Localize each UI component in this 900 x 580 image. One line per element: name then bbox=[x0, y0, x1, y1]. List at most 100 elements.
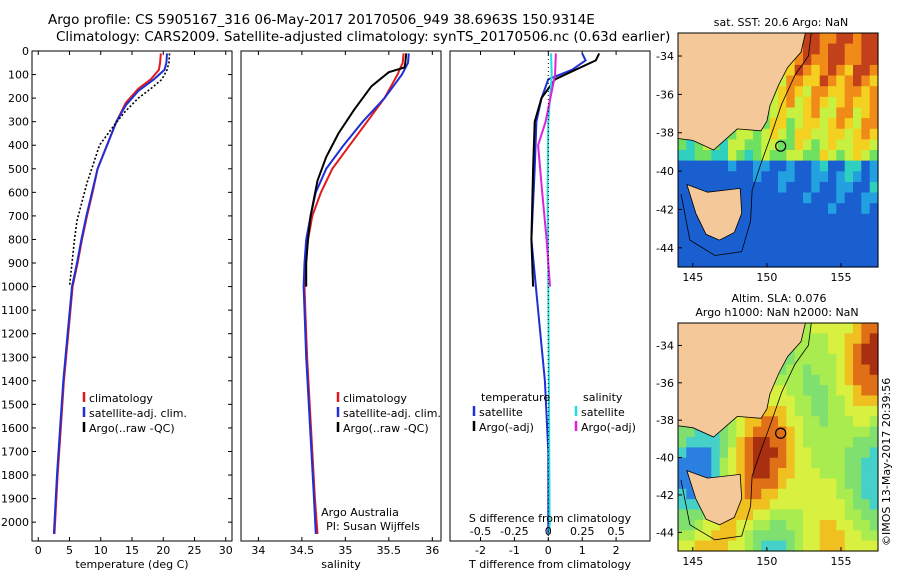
map-cell bbox=[836, 150, 846, 162]
map-cell bbox=[869, 519, 879, 531]
map-cell bbox=[728, 540, 737, 552]
map-cell bbox=[819, 75, 829, 87]
map-cell bbox=[803, 405, 812, 417]
map-cell bbox=[828, 374, 837, 386]
map-cell bbox=[736, 426, 746, 438]
map-cell bbox=[836, 395, 846, 407]
map-cell bbox=[786, 235, 796, 247]
map-cell bbox=[778, 405, 787, 417]
map-cell bbox=[694, 150, 704, 162]
map-cell bbox=[803, 245, 812, 257]
map-cell bbox=[744, 213, 754, 225]
map-cell bbox=[869, 488, 879, 500]
map-cell bbox=[761, 160, 771, 172]
map-cell bbox=[861, 488, 871, 500]
map-cell bbox=[861, 118, 871, 130]
map-cell bbox=[694, 457, 704, 469]
y-tick-label: -44 bbox=[656, 526, 674, 539]
map-cell bbox=[844, 181, 854, 194]
map-cell bbox=[853, 54, 862, 66]
map-cell bbox=[844, 160, 854, 172]
map-cell bbox=[811, 256, 821, 268]
map-cell bbox=[828, 457, 837, 469]
map-cell bbox=[869, 64, 879, 77]
map-cell bbox=[819, 224, 829, 236]
series-line bbox=[530, 52, 587, 534]
map-cell bbox=[861, 181, 871, 194]
map-cell bbox=[711, 171, 721, 183]
series-line bbox=[530, 52, 601, 287]
map-cell bbox=[794, 374, 804, 386]
map-cell bbox=[819, 54, 829, 66]
map-cell bbox=[769, 245, 779, 257]
map-cell bbox=[744, 245, 754, 257]
map-cell bbox=[869, 224, 879, 236]
map-cell bbox=[844, 374, 854, 386]
map-cell bbox=[719, 437, 729, 448]
map-cell bbox=[753, 224, 762, 236]
map-cell bbox=[753, 235, 762, 247]
y-tick-label: 600 bbox=[8, 186, 29, 199]
y-tick-label: 1300 bbox=[1, 351, 29, 364]
map-cell bbox=[836, 86, 846, 98]
map-cell bbox=[694, 245, 704, 257]
map-cell bbox=[811, 395, 821, 407]
map-cell bbox=[869, 128, 879, 140]
map-cell bbox=[769, 118, 779, 130]
map-cell bbox=[828, 333, 837, 345]
map-cell bbox=[736, 256, 746, 268]
map-cell bbox=[828, 235, 837, 247]
map-cell bbox=[869, 437, 879, 448]
legend-title: temperature bbox=[481, 391, 550, 404]
map-cell bbox=[844, 128, 854, 140]
map-cell bbox=[794, 457, 804, 469]
map-cell bbox=[761, 235, 771, 247]
map-cell bbox=[678, 245, 687, 257]
map-cell bbox=[794, 171, 804, 183]
map-cell bbox=[786, 457, 796, 469]
map-cell bbox=[769, 171, 779, 183]
y-tick-label: 1800 bbox=[1, 469, 29, 482]
map-cell bbox=[744, 530, 754, 542]
x-tick-label: 155 bbox=[830, 271, 851, 284]
map-cell bbox=[786, 385, 796, 397]
map-cell bbox=[803, 203, 812, 215]
map-cell bbox=[869, 426, 879, 438]
map-cell bbox=[844, 54, 854, 66]
map-cell bbox=[794, 64, 804, 77]
map-cell bbox=[686, 224, 696, 236]
map-cell bbox=[761, 488, 771, 500]
map-cell bbox=[844, 405, 854, 417]
map-cell bbox=[819, 374, 829, 386]
map-cell bbox=[869, 395, 879, 407]
map-cell bbox=[844, 64, 854, 77]
map-cell bbox=[753, 530, 762, 542]
map-cell bbox=[694, 235, 704, 247]
map-cell bbox=[803, 224, 812, 236]
map-cell bbox=[836, 540, 846, 552]
map-cell bbox=[844, 256, 854, 268]
map-cell bbox=[786, 107, 796, 119]
map-cell bbox=[678, 192, 687, 204]
map-cell bbox=[828, 160, 837, 172]
map-cell bbox=[861, 437, 871, 448]
map-cell bbox=[828, 530, 837, 542]
map-cell bbox=[786, 181, 796, 194]
map-cell bbox=[853, 478, 862, 490]
map-cell bbox=[761, 171, 771, 183]
map-cell bbox=[703, 256, 712, 268]
chart-title-line-1: Argo profile: CS 5905167_316 06-May-2017… bbox=[48, 12, 595, 28]
map-cell bbox=[728, 171, 737, 183]
map-cell bbox=[803, 364, 812, 376]
map-cell bbox=[803, 33, 812, 45]
y-tick-label: 1000 bbox=[1, 281, 29, 294]
map-cell bbox=[828, 203, 837, 215]
map-cell bbox=[719, 235, 729, 247]
map-cell bbox=[744, 203, 754, 215]
map-cell bbox=[678, 139, 687, 151]
map-cell bbox=[828, 224, 837, 236]
shelf-contour bbox=[680, 32, 812, 256]
map-cell bbox=[819, 468, 829, 480]
land-mainland bbox=[677, 32, 806, 151]
map-cell bbox=[803, 416, 812, 428]
